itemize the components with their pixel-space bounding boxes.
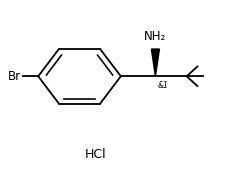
Text: Br: Br [8, 70, 21, 83]
Text: HCl: HCl [84, 148, 106, 161]
Text: &1: &1 [157, 81, 167, 90]
Polygon shape [151, 49, 159, 76]
Text: NH₂: NH₂ [144, 30, 166, 43]
